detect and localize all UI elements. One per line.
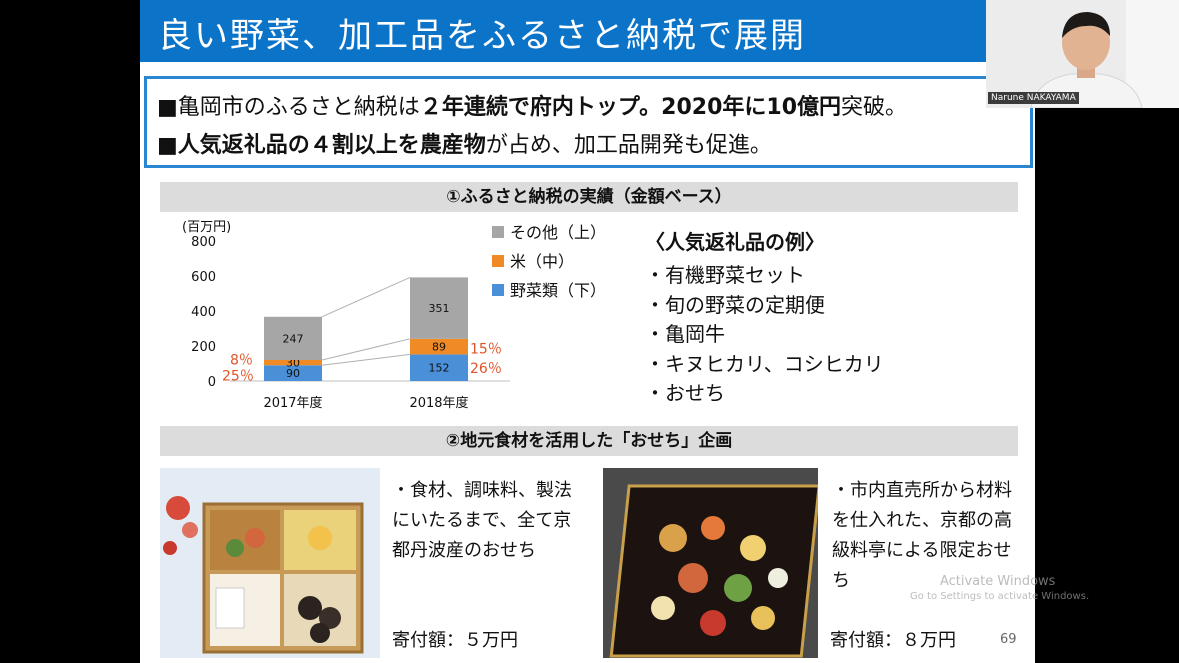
connector-line [321,276,411,318]
connector-line [321,338,411,361]
osechi-photo-kyoto-tamba [160,468,380,658]
key-points-box: ■亀岡市のふるさと納税は２年連続で府内トップ。2020年に10億円突破。 ■人気… [144,76,1033,168]
presentation-slide: 良い野菜、加工品をふるさと納税で展開 ■亀岡市のふるさと納税は２年連続で府内トッ… [140,0,1035,663]
x-tick-label: 2018年度 [409,395,468,411]
osechi-box-illustration [603,468,818,658]
gift-item: ・旬の野菜の定期便 [645,292,825,317]
y-tick-label: 800 [191,235,216,250]
percent-label-rice-2017: 8％ [230,353,253,369]
bar-segment [410,354,468,381]
osechi-box-illustration [160,468,380,658]
y-tick-label: 0 [208,375,216,390]
section-heading-osechi: ②地元食材を活用した「おせち」企画 [160,426,1018,456]
key-point-1-bold: ２年連続で府内トップ。2020年に10億円 [419,95,841,120]
bar-segment [264,360,322,366]
bar-segment [264,365,322,381]
percent-label-rice-2018: 15％ [470,342,502,358]
page-number: 69 [1000,632,1017,647]
legend-swatch [492,284,504,296]
gift-item: ・キヌヒカリ、コシヒカリ [645,351,884,376]
chart-legend: その他（上） 米（中） 野菜類（下） [492,223,606,300]
y-tick-label: 600 [191,270,216,285]
connector-line [321,353,411,366]
presenter-avatar [986,0,1179,108]
osechi-1-description: ・食材、調味料、製法にいたるまで、全て京都丹波産のおせち [392,480,572,561]
percent-label-veg-2017: 25％ [222,368,254,384]
osechi-2-donation: 寄付額：８万円 [830,630,956,651]
section-heading-results: ①ふるさと納税の実績（金額ベース） [160,182,1018,212]
osechi-photo-ryotei [603,468,818,658]
data-label: 247 [283,332,304,345]
webcam-video-tile[interactable]: Narune NAKAYAMA [986,0,1179,108]
gift-item: ・有機野菜セット [645,263,805,287]
gift-item: ・亀岡牛 [645,322,725,346]
bullet-square: ■ [157,133,178,158]
title-bar: 良い野菜、加工品をふるさと納税で展開 [140,0,1035,62]
data-label: 351 [429,302,450,315]
y-axis-ticks: 0 200 400 600 800 [191,235,216,390]
percent-label-veg-2018: 26％ [470,361,502,377]
key-point-1: ■亀岡市のふるさと納税は２年連続で府内トップ。2020年に10億円突破。 [157,95,908,120]
legend-swatch [492,255,504,267]
popular-gifts-list: 〈人気返礼品の例〉 ・有機野菜セット ・旬の野菜の定期便 ・亀岡牛 ・キヌヒカリ… [645,226,884,409]
osechi-1-donation: 寄付額：５万円 [392,630,518,651]
legend-label: その他（上） [510,223,606,242]
x-axis-labels: 2017年度 2018年度 [263,395,468,411]
y-tick-label: 200 [191,340,216,355]
data-label: 90 [286,367,300,380]
bullet-square: ■ [157,95,178,120]
y-tick-label: 400 [191,305,216,320]
bar-segment [410,277,468,339]
y-unit-label: (百万円) [182,220,231,235]
percent-labels: 8％25％ 15％ 26％ [222,342,502,385]
slide-title: 良い野菜、加工品をふるさと納税で展開 [158,16,806,56]
osechi-2-description: ・市内直売所から材料を仕入れた、京都の高級料亭による限定おせち [832,480,1012,591]
bar-segment [410,338,468,355]
key-point-2: ■人気返礼品の４割以上を農産物が占め、加工品開発も促進。 [157,133,772,158]
connector-lines [321,276,411,366]
legend-swatch [492,226,504,238]
participant-name: Narune NAKAYAMA [988,92,1079,104]
x-tick-label: 2017年度 [263,395,322,411]
key-point-2-bold: 人気返礼品の４割以上を農産物 [177,133,486,158]
legend-label: 米（中） [510,252,574,271]
data-label: 89 [432,341,446,354]
bar-segment [264,316,322,360]
data-label: 152 [429,362,450,375]
popular-gifts-title: 〈人気返礼品の例〉 [645,230,825,254]
gift-item: ・おせち [645,381,725,405]
legend-label: 野菜類（下） [510,281,606,300]
